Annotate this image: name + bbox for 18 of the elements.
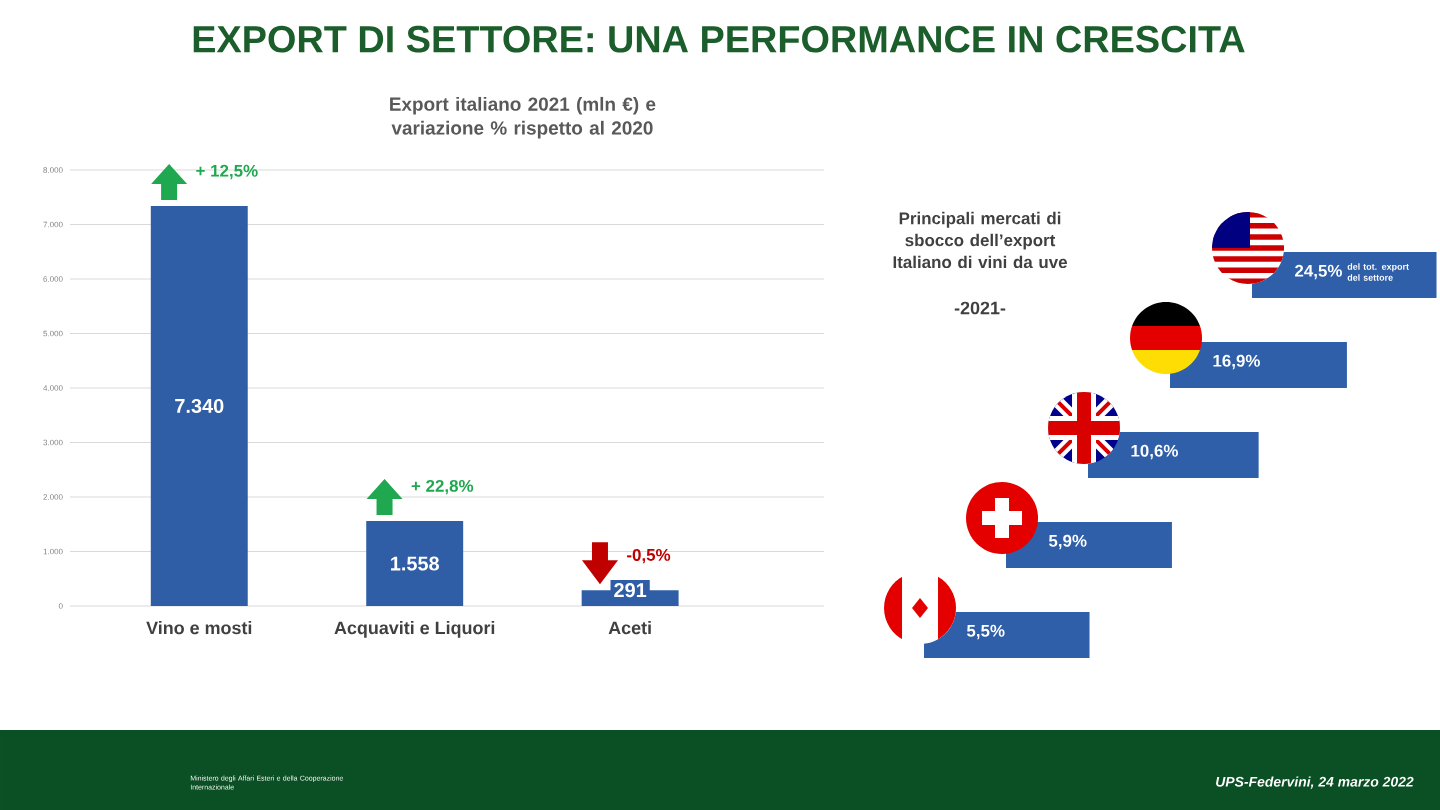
data-label: 16,9%	[1213, 354, 1260, 370]
data-label: 5,5%	[966, 624, 1005, 640]
annotation: + 12,5%	[196, 164, 258, 180]
annotation: + 22,8%	[411, 479, 474, 495]
chart-title: EXPORT DI SETTORE: UNA PERFORMANCE IN CRESCITA	[193, 25, 1245, 53]
x-tick-label: Vino e mosti	[146, 621, 252, 635]
data-label: 1.558	[391, 556, 440, 571]
x-tick-label: Aceti	[608, 621, 651, 635]
text: Principali mercati di sbocco dell’export Italiano di vini da uve	[893, 211, 1067, 269]
text: -2021-	[954, 301, 1006, 315]
data-label: 291	[614, 583, 647, 598]
data-label: 5,9%	[1048, 534, 1087, 550]
data-label: 24,5%	[1295, 264, 1342, 280]
data-label: 7.340	[175, 398, 224, 414]
data-label: 10,6%	[1131, 444, 1178, 460]
annotation: -0,5%	[627, 548, 671, 564]
x-tick-label: Acquaviti e Liquori	[334, 621, 495, 638]
chart-subtitle: Export italiano 2021 (mln €) e variazione % rispetto al 2020	[390, 96, 656, 139]
